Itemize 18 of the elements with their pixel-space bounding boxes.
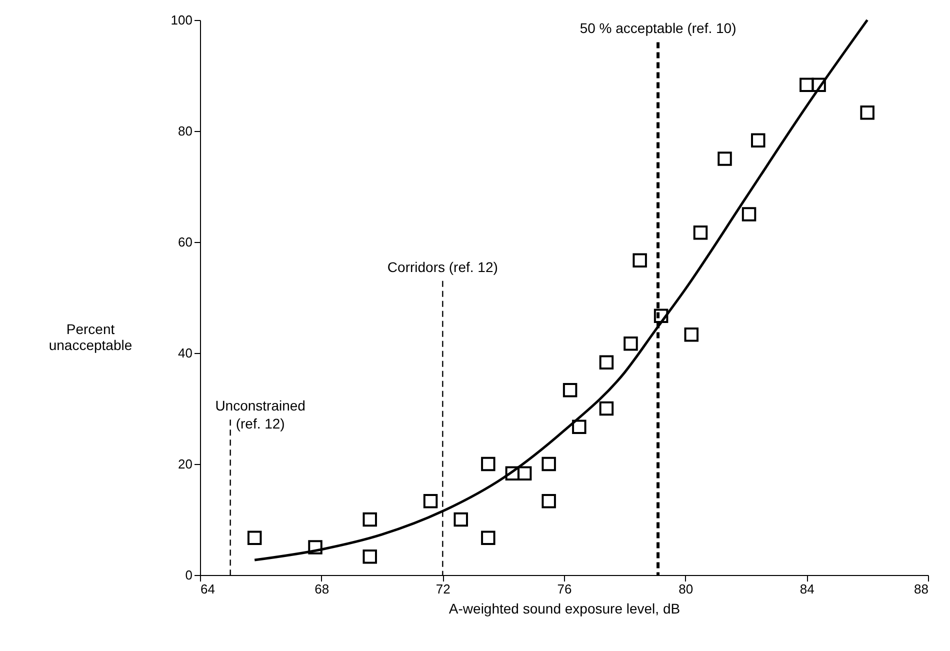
ref-line-label: Corridors (ref. 12) xyxy=(387,258,498,275)
x-tick-label: 68 xyxy=(314,582,330,596)
x-tick-label: 88 xyxy=(914,582,928,596)
y-tick-label: 80 xyxy=(178,124,192,138)
x-tick-label: 76 xyxy=(557,582,572,596)
y-tick-label: 40 xyxy=(178,346,192,360)
y-tick-label: 20 xyxy=(178,456,192,472)
y-tick-label: 100 xyxy=(170,12,192,28)
x-tick-label: 64 xyxy=(200,582,215,596)
y-axis-title: Percent unacceptable xyxy=(48,320,132,353)
ref-line-label: Unconstrained (ref. 12) xyxy=(215,398,306,432)
x-tick-label: 80 xyxy=(678,582,694,596)
ref-line-label: 50 % acceptable (ref. 10) xyxy=(580,20,736,36)
x-tick-label: 72 xyxy=(436,582,450,596)
x-tick-label: 84 xyxy=(800,582,814,596)
y-tick-label: 0 xyxy=(185,568,192,582)
x-axis-title: A-weighted sound exposure level, dB xyxy=(448,600,680,616)
y-tick-label: 60 xyxy=(178,234,192,250)
